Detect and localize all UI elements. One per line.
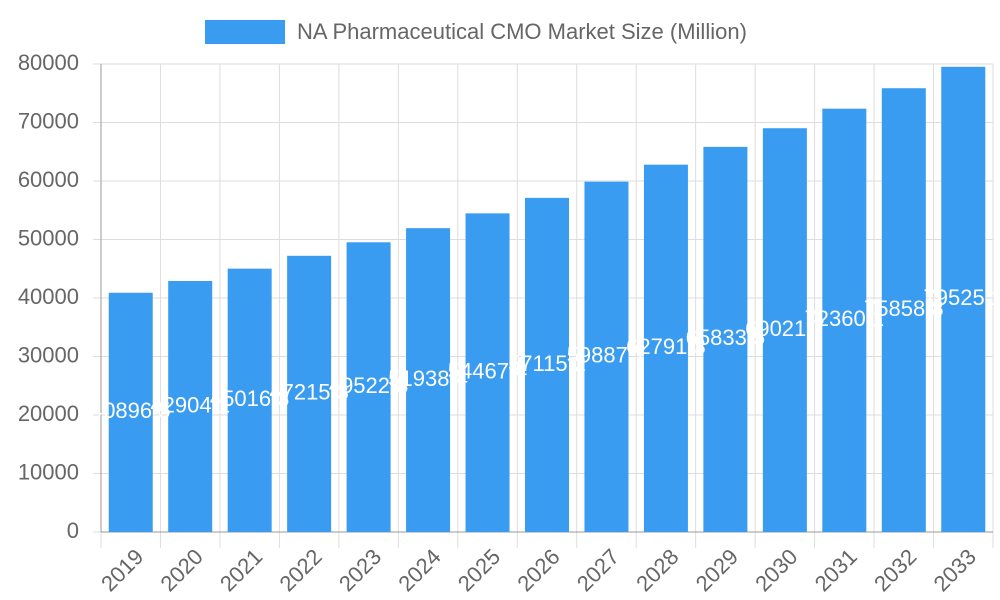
x-tick-label: 2031 (810, 544, 862, 596)
y-tick-label: 20000 (18, 401, 79, 426)
value-label: 45016.3 (210, 386, 290, 411)
x-tick-label: 2020 (156, 544, 208, 596)
bar (227, 268, 272, 532)
x-tick-label: 2023 (334, 544, 386, 596)
y-tick-label: 10000 (18, 459, 79, 484)
y-tick-label: 30000 (18, 342, 79, 367)
value-label: 62791.3 (626, 334, 706, 359)
x-tick-label: 2032 (869, 544, 921, 596)
y-tick-label: 60000 (18, 167, 79, 192)
bar (822, 108, 867, 532)
value-label: 49522.8 (329, 373, 409, 398)
bar (703, 146, 748, 532)
bar (465, 213, 510, 532)
value-label: 69021.7 (745, 316, 825, 341)
value-label: 59887.7 (567, 343, 647, 368)
y-tick-label: 70000 (18, 108, 79, 133)
x-tick-label: 2030 (750, 544, 802, 596)
value-label: 57115.2 (508, 351, 586, 376)
value-label: 79525.1 (924, 285, 1000, 310)
value-label: 40896.5 (91, 398, 171, 423)
bar (941, 66, 986, 532)
value-label: 54467.4 (448, 358, 528, 383)
x-tick-label: 2026 (512, 544, 564, 596)
x-tick-label: 2029 (691, 544, 743, 596)
x-tick-label: 2033 (929, 544, 981, 596)
value-label: 47215.3 (269, 380, 349, 405)
bar (168, 281, 213, 532)
x-tick-label: 2028 (631, 544, 683, 596)
y-tick-label: 50000 (18, 225, 79, 250)
bar (881, 88, 926, 533)
bar (406, 228, 451, 533)
value-label: 51938.4 (388, 366, 468, 391)
x-tick-label: 2021 (215, 544, 267, 596)
x-tick-label: 2022 (274, 544, 326, 596)
x-tick-label: 2025 (453, 544, 505, 596)
bar (762, 128, 807, 532)
bar (108, 292, 153, 532)
x-tick-label: 2019 (96, 544, 148, 596)
value-label: 72360.1 (805, 306, 885, 331)
bar (643, 164, 688, 532)
y-tick-label: 0 (67, 518, 79, 543)
x-tick-label: 2027 (572, 544, 624, 596)
bar (524, 197, 570, 532)
y-tick-label: 80000 (18, 50, 79, 75)
x-tick-label: 2024 (393, 544, 445, 596)
value-label: 42904.1 (150, 392, 230, 417)
bar (287, 255, 332, 532)
bar (584, 181, 629, 532)
value-label: 75858.8 (864, 296, 944, 321)
bar (346, 242, 391, 532)
legend-swatch (205, 20, 285, 44)
value-label: 65833.5 (686, 325, 766, 350)
y-tick-label: 40000 (18, 284, 79, 309)
legend-label: NA Pharmaceutical CMO Market Size (Milli… (297, 19, 747, 44)
